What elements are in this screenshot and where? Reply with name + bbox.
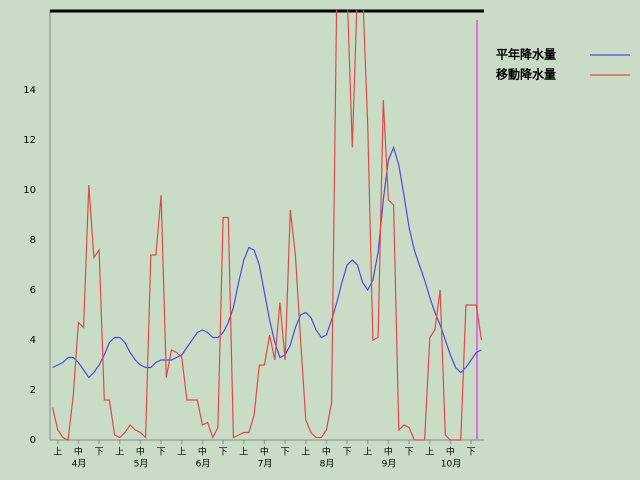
legend-label: 移動降水量 [496, 67, 556, 82]
x-tick-label: 上 [53, 447, 62, 458]
y-tick-label: 14 [23, 85, 36, 96]
x-tick-label: 下 [95, 448, 104, 458]
y-tick-label: 0 [30, 435, 36, 446]
x-tick-label: 上 [425, 447, 434, 458]
month-label: 8月 [320, 459, 335, 470]
x-tick-label: 中 [322, 446, 331, 458]
x-tick-label: 下 [467, 448, 476, 458]
x-tick-label: 中 [446, 446, 455, 458]
y-tick-label: 8 [30, 235, 36, 246]
x-tick-label: 下 [343, 448, 352, 458]
x-tick-label: 下 [219, 448, 228, 458]
x-tick-label: 上 [239, 447, 248, 458]
x-tick-label: 中 [198, 446, 207, 458]
x-tick-label: 中 [136, 446, 145, 458]
month-label: 10月 [441, 459, 461, 470]
x-tick-label: 中 [384, 446, 393, 458]
x-tick-label: 上 [363, 447, 372, 458]
x-tick-label: 上 [115, 447, 124, 458]
x-tick-label: 上 [301, 447, 310, 458]
y-tick-label: 2 [30, 385, 36, 396]
x-tick-label: 下 [281, 448, 290, 458]
y-tick-label: 4 [30, 335, 36, 346]
month-label: 5月 [134, 459, 149, 470]
x-tick-label: 中 [74, 446, 83, 458]
series-line [52, 145, 482, 379]
plot-area [52, 10, 482, 441]
x-tick-label: 上 [177, 447, 186, 458]
x-tick-label: 下 [405, 448, 414, 458]
y-tick-label: 12 [23, 135, 36, 146]
legend-label: 平年降水量 [496, 47, 556, 62]
series-line [52, 10, 482, 441]
month-label: 6月 [196, 459, 211, 470]
month-label: 4月 [72, 459, 87, 470]
x-tick-label: 中 [260, 446, 269, 458]
x-tick-label: 下 [157, 448, 166, 458]
y-tick-label: 10 [23, 185, 36, 196]
month-label: 7月 [258, 459, 273, 470]
month-label: 9月 [382, 459, 397, 470]
y-tick-label: 6 [30, 285, 36, 296]
